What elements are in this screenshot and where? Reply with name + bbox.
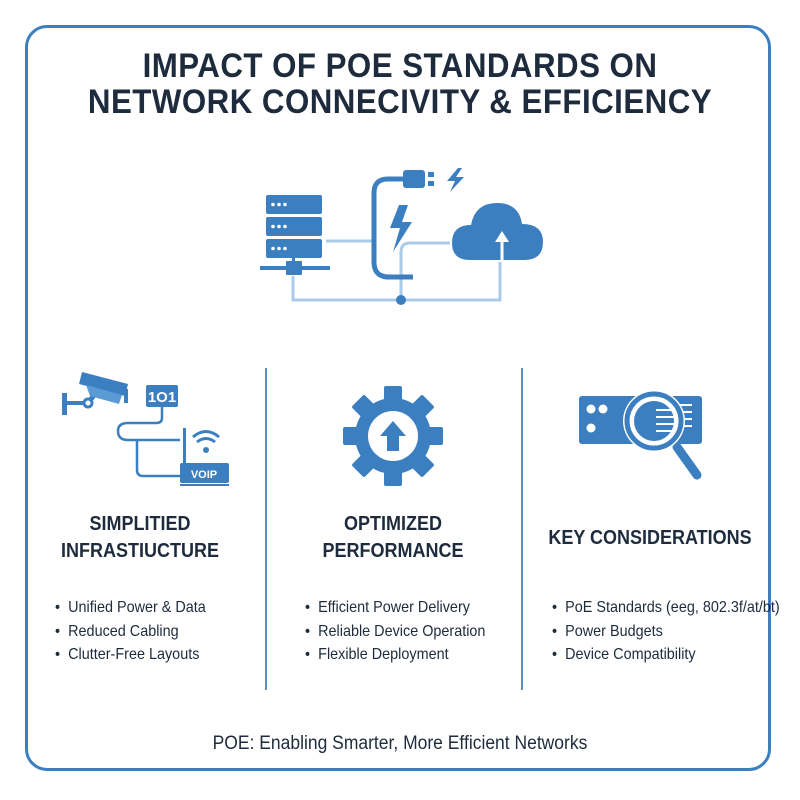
cloud-upload-icon	[452, 203, 543, 262]
bullet-list: Unified Power & Data Reduced Cabling Clu…	[15, 596, 265, 667]
data-box-icon: 1O1	[146, 385, 178, 407]
list-item: Power Budgets	[552, 620, 753, 644]
list-item: Reliable Device Operation	[305, 620, 497, 644]
list-item: Device Compatibility	[552, 643, 753, 667]
svg-text:VOIP: VOIP	[191, 469, 217, 481]
list-item: Reduced Cabling	[55, 620, 244, 644]
page-title: IMPACT OF POE STANDARDS ON NETWORK CONNE…	[87, 47, 713, 121]
infographic-frame	[25, 25, 771, 771]
lightning-icon	[447, 168, 464, 192]
lightning-icon	[390, 205, 412, 252]
column-heading: OPTIMIZED PERFORMANCE	[322, 513, 464, 562]
svg-text:1O1: 1O1	[148, 389, 176, 406]
server-icon	[266, 195, 322, 258]
network-connector-icon	[260, 258, 330, 275]
list-item: Unified Power & Data	[55, 596, 244, 620]
cable-lines	[116, 407, 180, 478]
security-camera-icon	[62, 372, 128, 415]
list-item: PoE Standards (eeg, 802.3f/at/bt)	[552, 596, 780, 620]
list-item: Clutter-Free Layouts	[55, 643, 244, 667]
device-magnifier-icon	[579, 390, 702, 480]
plug-icon	[403, 170, 434, 188]
list-item: Flexible Deployment	[305, 643, 497, 667]
footer-tagline: POE: Enabling Smarter, More Efficient Ne…	[212, 733, 588, 754]
bullet-list: PoE Standards (eeg, 802.3f/at/bt) Power …	[525, 596, 780, 667]
column-divider	[521, 368, 523, 690]
list-item: Efficient Power Delivery	[305, 596, 497, 620]
wifi-router-icon: VOIP	[180, 428, 229, 486]
poe-cable-icon	[371, 176, 413, 280]
junction-dot	[396, 295, 406, 305]
gear-upload-icon	[343, 386, 443, 486]
column-heading: KEY CONSIDERATIONS	[548, 526, 752, 549]
column-divider	[265, 368, 267, 690]
column-key-considerations: KEY CONSIDERATIONS PoE Standards (eeg, 8…	[525, 510, 780, 667]
column-heading: SIMPLITIED INFRASTIUCTURE	[60, 513, 219, 562]
bullet-list: Efficient Power Delivery Reliable Device…	[268, 596, 518, 667]
